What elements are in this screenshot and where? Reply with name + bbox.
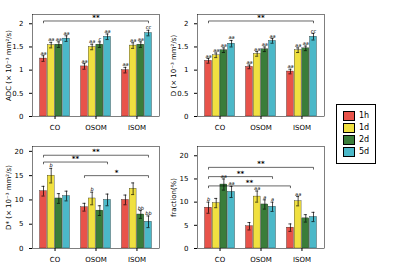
svg-text:aa: aa xyxy=(63,29,69,35)
svg-text:b: b xyxy=(91,186,94,192)
svg-text:2: 2 xyxy=(19,20,23,28)
svg-text:CO: CO xyxy=(215,256,226,264)
svg-text:cc: cc xyxy=(146,24,152,30)
svg-text:aa: aa xyxy=(269,32,275,38)
svg-text:bb: bb xyxy=(138,204,144,210)
svg-text:CO: CO xyxy=(50,124,61,132)
svg-text:fraction(%): fraction(%) xyxy=(170,177,178,216)
svg-text:D* (× 10⁻³ mm²/s): D* (× 10⁻³ mm²/s) xyxy=(5,164,13,229)
svg-text:20: 20 xyxy=(180,152,189,160)
svg-text:OSOM: OSOM xyxy=(250,256,272,264)
svg-text:aa: aa xyxy=(303,40,309,46)
html-text:5d: 5d xyxy=(359,147,370,156)
svg-text:b: b xyxy=(207,196,210,202)
svg-text:aa: aa xyxy=(295,190,301,196)
svg-text:aa: aa xyxy=(205,52,211,58)
svg-text:0: 0 xyxy=(184,112,188,120)
svg-text:OSOM: OSOM xyxy=(250,124,272,132)
svg-text:aa: aa xyxy=(295,41,301,47)
html-text:1h: 1h xyxy=(359,111,370,120)
svg-text:ISOM: ISOM xyxy=(293,256,311,264)
svg-text:**: ** xyxy=(92,148,100,156)
svg-text:ADC (× 10⁻³ mm²/s): ADC (× 10⁻³ mm²/s) xyxy=(5,29,13,100)
svg-text:aa: aa xyxy=(254,45,260,51)
svg-text:*: * xyxy=(115,168,119,176)
svg-text:aa: aa xyxy=(262,40,268,46)
svg-text:**: ** xyxy=(246,178,254,186)
svg-text:ISOM: ISOM xyxy=(128,256,146,264)
svg-text:1.5: 1.5 xyxy=(12,43,23,51)
svg-text:0: 0 xyxy=(184,244,188,252)
svg-text:10: 10 xyxy=(180,198,189,206)
svg-text:OSOM: OSOM xyxy=(85,256,107,264)
svg-text:2: 2 xyxy=(184,20,188,28)
svg-text:CO: CO xyxy=(215,124,226,132)
svg-text:aa: aa xyxy=(40,49,46,55)
svg-text:**: ** xyxy=(257,160,265,168)
svg-text:**: ** xyxy=(257,13,265,21)
svg-text:aa: aa xyxy=(122,61,128,67)
svg-text:**: ** xyxy=(72,155,80,163)
svg-text:aa: aa xyxy=(287,63,293,69)
svg-text:aa: aa xyxy=(228,34,234,40)
svg-text:bb: bb xyxy=(145,209,151,215)
svg-text:aa: aa xyxy=(254,184,261,191)
svg-text:10: 10 xyxy=(15,196,24,204)
svg-text:0.5: 0.5 xyxy=(177,89,188,97)
svg-text:aa: aa xyxy=(221,172,227,178)
svg-text:**: ** xyxy=(237,169,245,177)
svg-text:CO: CO xyxy=(50,256,61,264)
svg-text:aa: aa xyxy=(130,36,136,42)
svg-text:ISOM: ISOM xyxy=(128,124,146,132)
svg-text:cc: cc xyxy=(311,27,317,33)
svg-text:aa: aa xyxy=(104,27,110,33)
svg-text:aa: aa xyxy=(81,57,87,63)
svg-text:15: 15 xyxy=(15,171,24,179)
svg-text:aa: aa xyxy=(89,38,95,44)
svg-text:aa: aa xyxy=(228,180,234,186)
svg-text:a: a xyxy=(263,193,266,199)
svg-text:OSOM: OSOM xyxy=(85,124,107,132)
svg-text:1.5: 1.5 xyxy=(177,43,188,51)
svg-text:0: 0 xyxy=(19,112,23,120)
svg-text:1: 1 xyxy=(184,66,188,74)
svg-text:0: 0 xyxy=(19,244,23,252)
svg-text:1: 1 xyxy=(19,66,23,74)
svg-text:b: b xyxy=(50,162,53,168)
html-text:2d: 2d xyxy=(359,135,370,144)
svg-text:0.5: 0.5 xyxy=(12,89,23,97)
svg-text:aa: aa xyxy=(48,36,54,42)
html-text:1d: 1d xyxy=(359,123,370,132)
svg-text:5: 5 xyxy=(184,221,188,229)
svg-text:ISOM: ISOM xyxy=(293,124,311,132)
svg-text:15: 15 xyxy=(180,175,189,183)
svg-text:D (× 10⁻³ mm²/s): D (× 10⁻³ mm²/s) xyxy=(170,34,178,96)
svg-text:aa: aa xyxy=(246,59,252,65)
svg-text:**: ** xyxy=(92,13,100,21)
svg-text:20: 20 xyxy=(15,147,24,155)
svg-text:a: a xyxy=(271,196,274,202)
svg-text:5: 5 xyxy=(19,220,23,228)
svg-text:aa: aa xyxy=(221,41,227,47)
svg-text:aa: aa xyxy=(213,46,219,52)
svg-text:aa: aa xyxy=(138,35,144,41)
svg-text:aa: aa xyxy=(56,35,62,41)
svg-text:c: c xyxy=(98,35,101,41)
